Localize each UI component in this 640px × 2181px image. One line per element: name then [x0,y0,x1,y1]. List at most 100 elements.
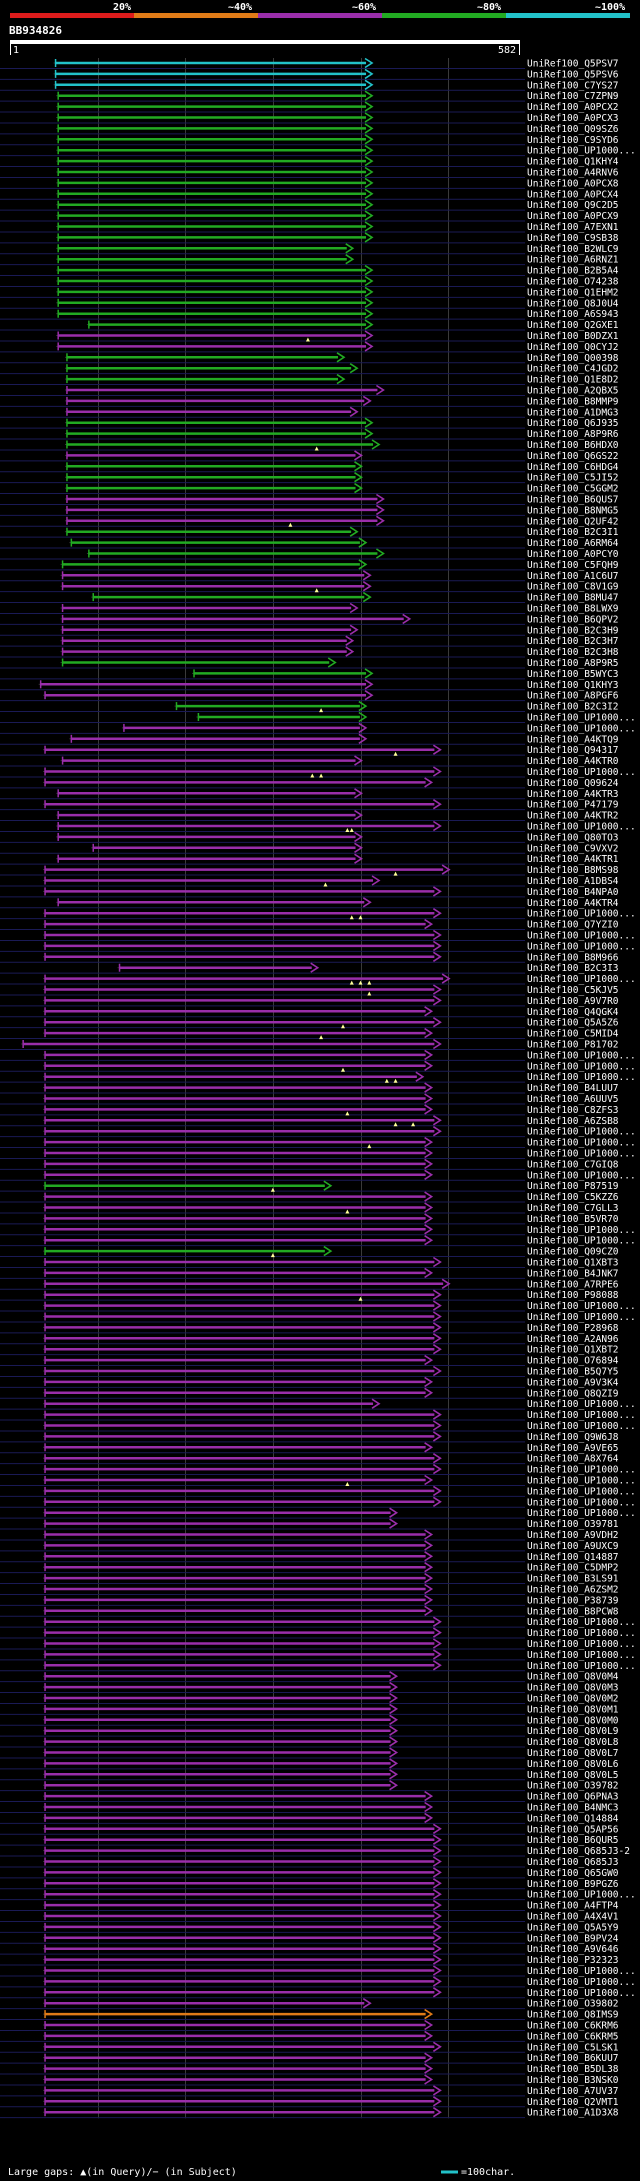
hit-label[interactable]: UniRef100_UP1000... [527,1617,636,1628]
hit-row[interactable]: UniRef100_UP1000... [0,1627,636,1639]
hit-label[interactable]: UniRef100_B8MS98 [527,865,619,876]
hit-label[interactable]: UniRef100_A8P9R6 [527,429,619,440]
hit-row[interactable]: UniRef100_P98088 [0,1289,619,1301]
hit-row[interactable]: UniRef100_B4NPA0 [0,886,619,898]
hit-row[interactable]: UniRef100_UP1000... [0,1235,636,1247]
hit-label[interactable]: UniRef100_UP1000... [527,1650,636,1661]
hit-label[interactable]: UniRef100_C9SYD6 [527,135,619,146]
hit-label[interactable]: UniRef100_Q9W6J8 [527,1432,619,1443]
hit-label[interactable]: UniRef100_B4NPA0 [527,887,619,898]
hit-label[interactable]: UniRef100_A6ZSM2 [527,1585,619,1596]
hit-label[interactable]: UniRef100_C6KRM6 [527,2021,619,2032]
hit-row[interactable]: UniRef100_Q8V0M1 [0,1703,619,1715]
hit-row[interactable]: UniRef100_Q1KHY4 [0,155,619,168]
hit-label[interactable]: UniRef100_C7ZPN9 [527,91,619,102]
hit-label[interactable]: UniRef100_A9V3K4 [527,1377,619,1388]
hit-label[interactable]: UniRef100_UP1000... [527,1312,636,1323]
hit-label[interactable]: UniRef100_C8ZFS3 [527,1105,619,1116]
hit-label[interactable]: UniRef100_B5WYC3 [527,669,619,680]
hit-row[interactable]: UniRef100_Q1EHM2 [0,286,619,298]
hit-row[interactable]: UniRef100_P87519 [0,1180,619,1192]
hit-row[interactable]: UniRef100_A0PCX8 [0,177,619,189]
hit-label[interactable]: UniRef100_C6KRM5 [527,2031,619,2042]
hit-label[interactable]: UniRef100_UP1000... [527,1890,636,1901]
hit-label[interactable]: UniRef100_Q5PSV7 [527,59,619,70]
hit-row[interactable]: UniRef100_A4KTR4 [0,897,619,909]
hit-label[interactable]: UniRef100_UP1000... [527,1170,636,1181]
hit-label[interactable]: UniRef100_B8NMG5 [527,505,619,516]
hit-label[interactable]: UniRef100_UP1000... [527,723,636,734]
hit-label[interactable]: UniRef100_Q1KHY4 [527,157,619,168]
hit-row[interactable]: UniRef100_B4NMC3 [0,1801,619,1814]
hit-label[interactable]: UniRef100_B8LWX9 [527,604,619,615]
hit-label[interactable]: UniRef100_UP1000... [527,1966,636,1977]
hit-label[interactable]: UniRef100_A9VE65 [527,1443,619,1454]
hit-row[interactable]: UniRef100_B2C3H9 [0,624,619,636]
hit-row[interactable]: UniRef100_B4LUU7 [0,1082,619,1094]
hit-row[interactable]: UniRef100_UP1000... [0,711,636,724]
hit-row[interactable]: UniRef100_Q1E8D2 [0,373,619,386]
hit-row[interactable]: UniRef100_Q5AP56 [0,1823,619,1835]
hit-label[interactable]: UniRef100_C7GIQ8 [527,1159,619,1170]
hit-row[interactable]: UniRef100_UP1000... [0,1420,636,1432]
hit-label[interactable]: UniRef100_Q6J935 [527,418,619,429]
hit-label[interactable]: UniRef100_A4KTR2 [527,811,619,822]
hit-row[interactable]: UniRef100_A0PCX2 [0,101,619,113]
hit-row[interactable]: UniRef100_C9SB38 [0,232,619,244]
hit-label[interactable]: UniRef100_C5GGM2 [527,484,619,495]
hit-row[interactable]: UniRef100_A6ZSB8 [0,1115,619,1127]
hit-row[interactable]: UniRef100_A0PCY0 [0,548,619,560]
hit-label[interactable]: UniRef100_UP1000... [527,1149,636,1160]
hit-label[interactable]: UniRef100_UP1000... [527,1421,636,1432]
hit-label[interactable]: UniRef100_C6HDG4 [527,462,619,473]
hit-row[interactable]: UniRef100_C8ZFS3 [0,1104,619,1116]
hit-label[interactable]: UniRef100_A6RNZ1 [527,255,619,266]
hit-label[interactable]: UniRef100_UP1000... [527,931,636,942]
hit-label[interactable]: UniRef100_A0PCX8 [527,178,619,189]
hit-row[interactable]: UniRef100_UP1000... [0,1485,636,1497]
hit-row[interactable]: UniRef100_A7EXN1 [0,221,619,233]
hit-row[interactable]: UniRef100_C9VXV2 [0,842,619,854]
hit-label[interactable]: UniRef100_A6UUV5 [527,1094,619,1105]
hit-row[interactable]: UniRef100_O39802 [0,1998,619,2010]
hit-label[interactable]: UniRef100_A1DMG3 [527,407,619,418]
hit-row[interactable]: UniRef100_C9SYD6 [0,134,619,146]
hit-row[interactable]: UniRef100_Q1KHY3 [0,679,619,691]
hit-label[interactable]: UniRef100_A6RM64 [527,538,619,549]
hit-label[interactable]: UniRef100_Q8V0L8 [527,1737,619,1748]
hit-row[interactable]: UniRef100_C7GIQ8 [0,1158,619,1170]
hit-label[interactable]: UniRef100_UP1000... [527,1977,636,1988]
hit-label[interactable]: UniRef100_Q09624 [527,778,619,789]
hit-label[interactable]: UniRef100_B8MMP9 [527,396,619,407]
hit-row[interactable]: UniRef100_C5GGM2 [0,482,619,495]
hit-row[interactable]: UniRef100_A2QBX5 [0,384,619,397]
hit-row[interactable]: UniRef100_O39782 [0,1780,619,1792]
hit-label[interactable]: UniRef100_B4JNK7 [527,1268,619,1279]
hit-row[interactable]: UniRef100_Q5PSV6 [0,68,619,80]
hit-row[interactable]: UniRef100_UP1000... [0,1071,636,1083]
hit-row[interactable]: UniRef100_UP1000... [0,940,636,952]
hit-row[interactable]: UniRef100_Q8V0M3 [0,1681,619,1694]
hit-row[interactable]: UniRef100_Q4QGK4 [0,1006,619,1018]
hit-row[interactable]: UniRef100_A9VE65 [0,1442,619,1454]
hit-label[interactable]: UniRef100_A8X764 [527,1454,619,1465]
hit-label[interactable]: UniRef100_Q8V0M0 [527,1715,619,1726]
hit-label[interactable]: UniRef100_B4NMC3 [527,1803,619,1814]
hit-label[interactable]: UniRef100_C4JGD2 [527,364,619,375]
hit-row[interactable]: UniRef100_A6S943 [0,308,619,320]
hit-row[interactable]: UniRef100_A4KTR3 [0,788,619,800]
hit-label[interactable]: UniRef100_Q5A5Z6 [527,1018,619,1029]
hit-row[interactable]: UniRef100_Q1XBT2 [0,1344,619,1356]
hit-row[interactable]: UniRef100_UP1000... [0,1660,636,1672]
hit-label[interactable]: UniRef100_P81702 [527,1040,619,1051]
hit-label[interactable]: UniRef100_UP1000... [527,1661,636,1672]
hit-row[interactable]: UniRef100_A4X4V1 [0,1910,619,1923]
hit-row[interactable]: UniRef100_UP1000... [0,908,636,920]
hit-label[interactable]: UniRef100_Q8V0L7 [527,1748,619,1759]
hit-row[interactable]: UniRef100_C5KZZ6 [0,1191,619,1203]
hit-label[interactable]: UniRef100_Q14887 [527,1552,619,1563]
hit-label[interactable]: UniRef100_B2WLC9 [527,244,619,255]
hit-row[interactable]: UniRef100_Q14887 [0,1551,619,1563]
hit-row[interactable]: UniRef100_A9V7R0 [0,995,619,1007]
hit-label[interactable]: UniRef100_Q2GXE1 [527,320,619,331]
